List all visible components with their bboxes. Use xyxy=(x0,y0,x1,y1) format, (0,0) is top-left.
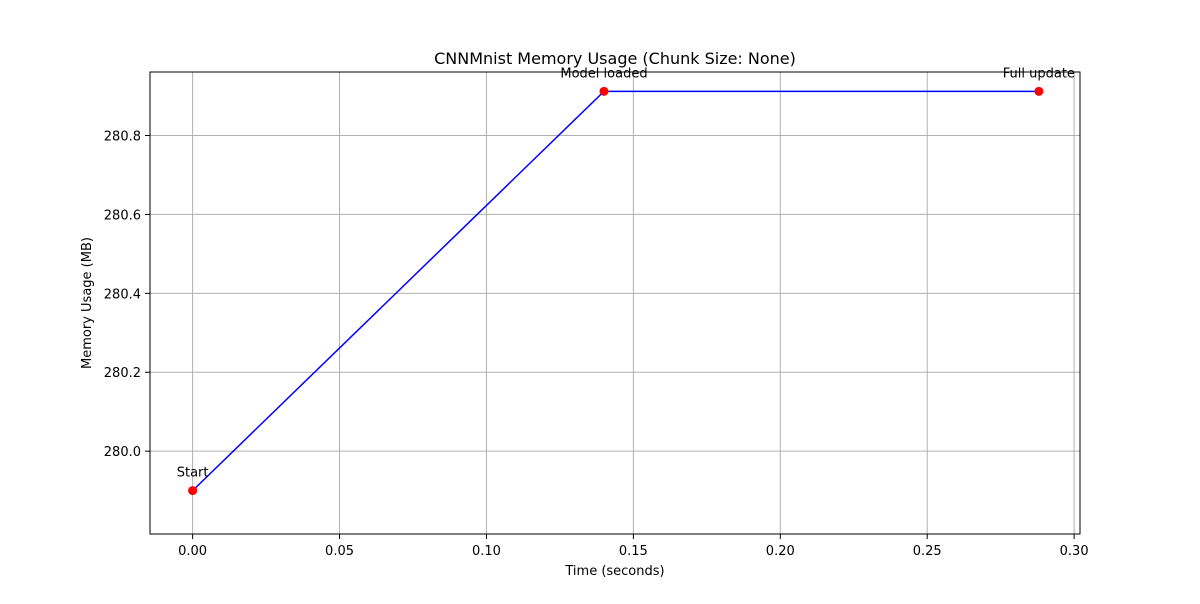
annotation-label: Model loaded xyxy=(560,66,647,81)
point-annotations: Start Model loaded Full update xyxy=(177,66,1075,480)
grid-lines xyxy=(150,72,1080,534)
data-point-marker xyxy=(599,86,609,96)
data-markers xyxy=(188,86,1044,496)
y-tick-label: 280.2 xyxy=(104,366,141,381)
x-tick-label: 0.15 xyxy=(619,544,648,559)
x-tick-label: 0.20 xyxy=(766,544,795,559)
data-point-marker xyxy=(188,486,198,496)
y-tick-label: 280.4 xyxy=(104,287,141,302)
y-tick-label: 280.8 xyxy=(104,130,141,145)
x-axis-ticks: 0.00 0.05 0.10 0.15 0.20 0.25 0.30 xyxy=(178,534,1089,559)
y-tick-label: 280.6 xyxy=(104,208,141,223)
y-tick-label: 280.0 xyxy=(104,445,141,460)
chart-title: CNNMnist Memory Usage (Chunk Size: None) xyxy=(434,49,796,68)
x-tick-label: 0.25 xyxy=(913,544,942,559)
data-point-marker xyxy=(1034,86,1044,96)
plot-area-frame xyxy=(149,71,1081,535)
x-tick-label: 0.00 xyxy=(178,544,207,559)
x-tick-label: 0.05 xyxy=(325,544,354,559)
x-axis-label: Time (seconds) xyxy=(564,564,664,579)
y-axis-label: Memory Usage (MB) xyxy=(80,237,95,369)
annotation-label: Start xyxy=(177,466,209,481)
x-tick-label: 0.30 xyxy=(1060,544,1089,559)
y-axis-ticks: 280.0 280.2 280.4 280.6 280.8 xyxy=(104,130,150,460)
x-tick-label: 0.10 xyxy=(472,544,501,559)
annotation-label: Full update xyxy=(1003,66,1075,81)
